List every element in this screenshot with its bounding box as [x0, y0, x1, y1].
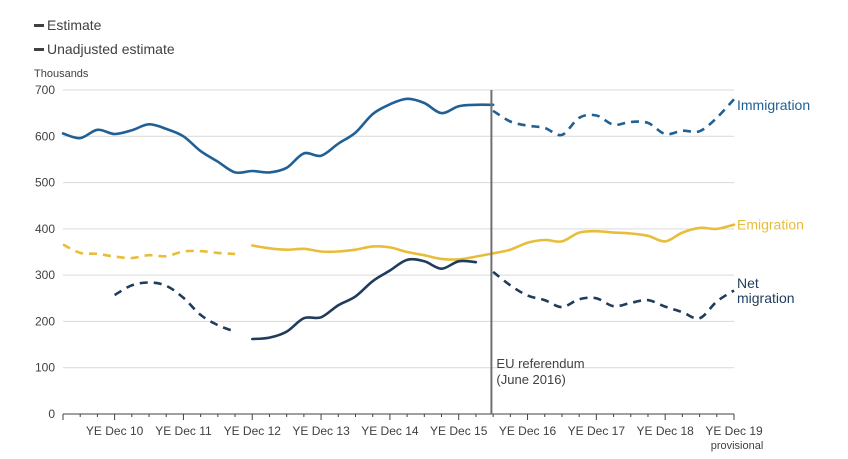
x-tick-label: YE Dec 14: [361, 424, 419, 438]
x-tick-label: YE Dec 18: [636, 424, 694, 438]
net-series-label: migration: [737, 290, 795, 306]
y-tick-label: 200: [35, 314, 55, 328]
referendum-marker: EU referendum (June 2016): [490, 90, 585, 414]
immigration-series-label: Immigration: [737, 97, 810, 113]
legend-unadjusted: Unadjusted estimate: [34, 41, 175, 57]
net-dashed-line: [492, 270, 735, 320]
legend-estimate-label: Estimate: [47, 17, 102, 33]
x-tick-label: YE Dec 17: [568, 424, 626, 438]
legend-estimate: Estimate: [34, 17, 101, 33]
y-tick-label: 700: [35, 83, 55, 97]
x-axis: YE Dec 10 YE Dec 11 YE Dec 12 YE Dec 13 YE D…: [62, 414, 764, 452]
y-tick-label: 300: [35, 268, 55, 282]
solid-line-swatch: [34, 23, 44, 27]
x-tick-label: YE Dec 10: [86, 424, 144, 438]
emigration-dashed-line: [62, 243, 236, 260]
y-axis-unit: Thousands: [34, 68, 89, 80]
referendum-label-line2: (June 2016): [496, 372, 565, 387]
y-tick-label: 400: [35, 222, 55, 236]
referendum-label-line1: EU referendum: [496, 356, 584, 371]
y-tick-label: 500: [35, 176, 55, 190]
immigration-dashed-line: [492, 98, 735, 137]
x-tick-label: YE Dec 15: [430, 424, 488, 438]
dashed-line-swatch: [34, 47, 44, 51]
y-tick-label: 100: [35, 361, 55, 375]
immigration-solid-line: [61, 97, 495, 175]
gridlines: [63, 89, 734, 415]
net-solid-line: [251, 257, 478, 341]
x-tick-sublabel: provisional: [711, 440, 764, 452]
y-tick-labels: 0 100 200 300 400 500 600 700: [35, 83, 55, 421]
net-dashed-line: [113, 281, 236, 333]
net-series-label: Net: [737, 275, 759, 291]
x-tick-label: YE Dec 13: [292, 424, 350, 438]
y-tick-label: 600: [35, 129, 55, 143]
x-tick-label: YE Dec 12: [224, 424, 282, 438]
emigration-series-label: Emigration: [737, 217, 804, 233]
x-tick-label: YE Dec 16: [499, 424, 557, 438]
x-tick-label: YE Dec 11: [155, 424, 212, 438]
x-tick-label: YE Dec 19: [705, 424, 763, 438]
emigration-solid-line: [251, 223, 736, 261]
series-lines: [61, 97, 736, 341]
legend-unadjusted-label: Unadjusted estimate: [47, 41, 175, 57]
y-tick-label: 0: [48, 407, 55, 421]
